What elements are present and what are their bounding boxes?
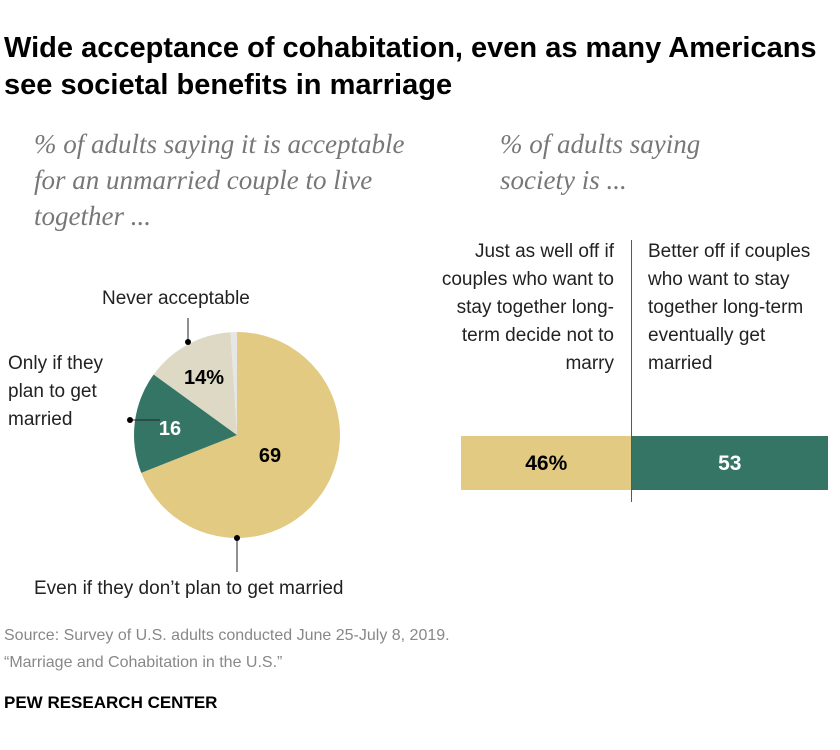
source-note: Source: Survey of U.S. adults conducted … [4,627,450,644]
bar-segment [461,436,632,490]
brand-logo-text: PEW RESEARCH CENTER [4,693,218,712]
leader-dot [185,339,191,345]
pie-data-label: 16 [159,418,181,440]
leader-dot [234,535,240,541]
bar-label-well-off: Just as well off if couples who want to … [441,241,614,374]
pie-subtitle: % of adults saying it is acceptable for … [34,129,405,231]
pie-label-only-if: Only if they plan to get married [8,353,104,430]
pie-label-even-if: Even if they don’t plan to get married [34,578,344,599]
report-note: “Marriage and Cohabitation in the U.S.” [4,654,283,671]
chart-title: Wide acceptance of cohabitation, even as… [4,32,817,101]
bar-subtitle: % of adults saying society is ... [500,129,701,195]
pie-label-never: Never acceptable [102,288,250,309]
pie-slice [133,374,237,473]
bar-label-better-off: Better off if couples who want to stay t… [648,241,811,374]
pie-slice [153,332,237,435]
pie-data-label: 69 [259,445,281,467]
pie-data-label: 14% [184,367,224,389]
bar-data-label: 46% [525,452,567,475]
leader-dot [127,417,133,423]
pie-slice [141,332,340,538]
bar-data-label: 53 [718,452,741,475]
bar-segment [631,436,828,490]
pie-slice [230,332,237,435]
